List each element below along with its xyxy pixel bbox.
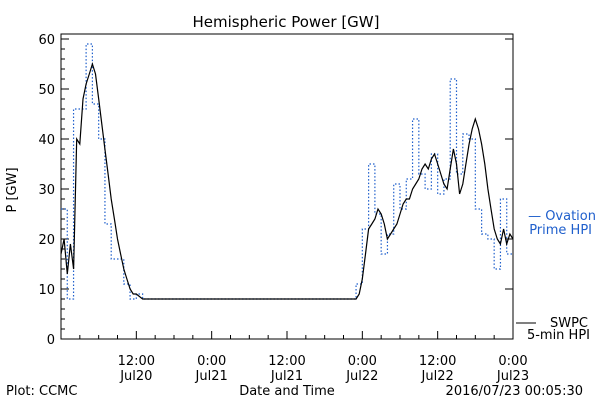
y-tick-label: 60 [38,33,55,48]
legend-ovation-line2: Prime HPI [529,223,592,238]
x-tick-label-date: Jul22 [345,369,378,384]
y-tick-label: 40 [38,133,55,148]
series-ovation-prime-hpi [61,43,513,300]
y-axis-label: P [GW] [5,167,20,212]
x-tick-label-date: Jul21 [270,369,303,384]
x-tick-label-date: Jul22 [421,369,454,384]
x-tick-label-date: Jul21 [195,369,228,384]
y-tick-label: 20 [38,233,55,248]
series-swpc-5min-hpi [60,61,514,300]
y-tick-label: 0 [47,333,55,348]
plot-credit: Plot: CCMC [6,384,77,399]
y-tick-label: 50 [38,83,55,98]
x-tick-label-time: 12:00 [118,354,155,369]
plot-timestamp: 2016/07/23 00:05:30 [446,384,583,399]
x-tick-label-time: 12:00 [419,354,456,369]
axes: 010203040506012:00Jul200:00Jul2112:00Jul… [38,33,529,384]
x-tick-label-date: Jul23 [496,369,529,384]
y-tick-label: 10 [38,283,55,298]
legend-swpc-line1: SWPC [550,316,588,331]
x-tick-label-date: Jul20 [119,369,152,384]
legend-ovation-line1: — Ovation [528,209,596,224]
x-tick-label-time: 0:00 [348,354,377,369]
x-axis-label: Date and Time [239,384,335,399]
y-tick-label: 30 [38,183,55,198]
series-layer [60,43,514,300]
chart-title: Hemispheric Power [GW] [193,13,380,31]
x-tick-label-time: 12:00 [268,354,305,369]
legend-swpc-line2: 5-min HPI [527,328,590,343]
x-tick-label-time: 0:00 [498,354,527,369]
x-tick-label-time: 0:00 [197,354,226,369]
